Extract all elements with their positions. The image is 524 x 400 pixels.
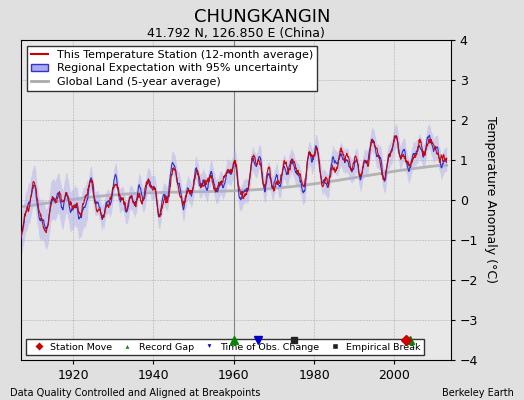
- Text: CHUNGKANGIN: CHUNGKANGIN: [194, 8, 330, 26]
- Title: 41.792 N, 126.850 E (China): 41.792 N, 126.850 E (China): [147, 27, 325, 40]
- Text: Berkeley Earth: Berkeley Earth: [442, 388, 514, 398]
- Legend: Station Move, Record Gap, Time of Obs. Change, Empirical Break: Station Move, Record Gap, Time of Obs. C…: [26, 339, 424, 355]
- Text: Data Quality Controlled and Aligned at Breakpoints: Data Quality Controlled and Aligned at B…: [10, 388, 261, 398]
- Y-axis label: Temperature Anomaly (°C): Temperature Anomaly (°C): [485, 116, 497, 284]
